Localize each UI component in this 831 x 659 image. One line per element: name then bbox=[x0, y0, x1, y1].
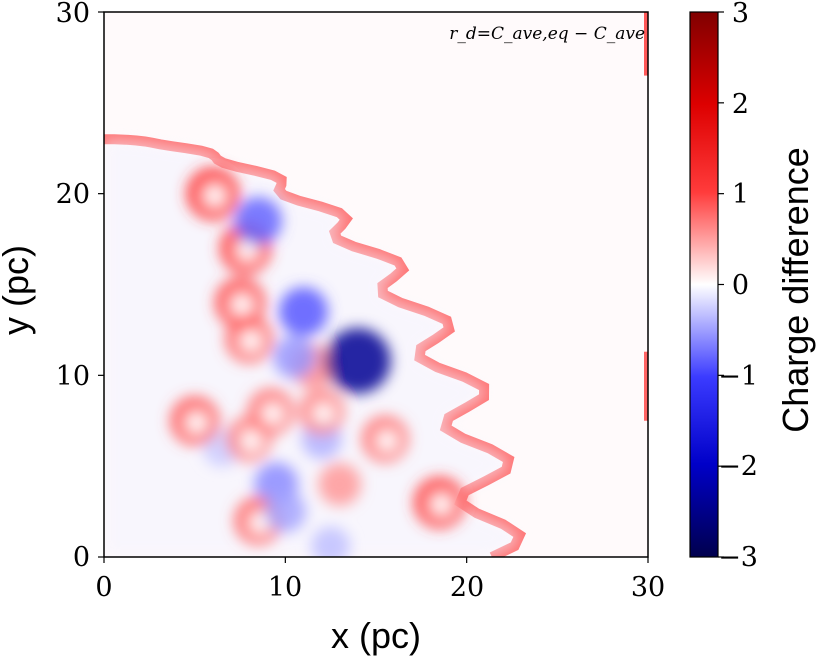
axis-ticks bbox=[98, 11, 649, 563]
heatmap-blobs bbox=[170, 167, 466, 557]
edge-strip bbox=[644, 351, 648, 421]
x-tick-label: 20 bbox=[450, 572, 484, 603]
plot-area bbox=[103, 11, 649, 558]
colorbar-ticks bbox=[718, 11, 724, 558]
clump-core bbox=[240, 330, 262, 352]
y-tick-label: 10 bbox=[56, 361, 90, 392]
clump-core bbox=[430, 493, 453, 516]
colorbar-tick-label: 2 bbox=[732, 89, 749, 120]
colorbar-tick-label: −1 bbox=[718, 361, 758, 392]
clump-core bbox=[240, 430, 262, 452]
edge-strips bbox=[644, 12, 648, 421]
clump-core bbox=[261, 402, 284, 425]
negative-charge-blob bbox=[278, 287, 329, 337]
colorbar-tick-label: 1 bbox=[732, 179, 749, 210]
clump-core bbox=[203, 184, 226, 207]
negative-charge-blob bbox=[264, 490, 307, 533]
x-axis: 0 10 20 30 x (pc) bbox=[95, 572, 665, 656]
clump-core bbox=[236, 239, 259, 262]
chart-annotation: r_d=C_ave,eq − C_ave bbox=[449, 24, 645, 44]
y-axis-label: y (pc) bbox=[0, 245, 36, 335]
x-axis-label: x (pc) bbox=[331, 615, 421, 656]
y-tick-label: 30 bbox=[56, 0, 90, 29]
colorbar-tick-label: 0 bbox=[732, 270, 749, 301]
negative-charge-blob bbox=[311, 526, 351, 557]
x-tick-label: 0 bbox=[95, 572, 112, 603]
x-tick-label: 30 bbox=[631, 572, 665, 603]
colorbar-tick-label: −2 bbox=[718, 451, 758, 482]
negative-charge-blob bbox=[325, 327, 391, 394]
plot-frame bbox=[103, 11, 649, 558]
clump-core bbox=[376, 430, 398, 452]
edge-strip bbox=[644, 12, 648, 76]
clump-core bbox=[185, 411, 208, 434]
y-axis: 0 10 20 30 y (pc) bbox=[0, 0, 90, 573]
colorbar-tick-label: −3 bbox=[718, 542, 758, 573]
y-tick-label: 20 bbox=[56, 179, 90, 210]
colorbar-label: Charge difference bbox=[775, 147, 816, 433]
positive-charge-blob bbox=[318, 462, 362, 506]
colorbar-tick-label: 3 bbox=[732, 0, 749, 29]
y-tick-label: 0 bbox=[73, 542, 90, 573]
x-tick-label: 10 bbox=[268, 572, 302, 603]
colorbar-gradient bbox=[689, 11, 719, 558]
negative-charge-blob bbox=[234, 196, 283, 245]
clump-core bbox=[312, 402, 335, 425]
colorbar: −3 −2 −1 0 1 2 3 Charge difference bbox=[689, 0, 816, 573]
clump-core bbox=[231, 293, 253, 316]
negative-charge-blob bbox=[273, 335, 316, 379]
